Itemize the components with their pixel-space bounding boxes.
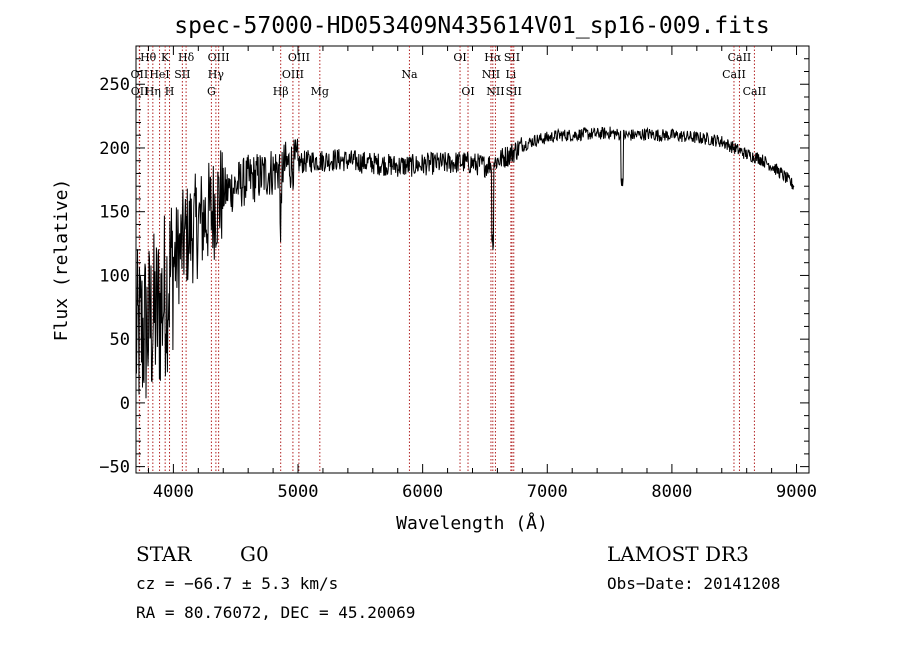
line-marker-label: NII <box>482 68 500 81</box>
observation-date: Obs−Date: 20141208 <box>607 574 780 593</box>
plot-frame <box>135 45 810 474</box>
line-marker-label: SII <box>174 68 190 81</box>
line-marker-label: K <box>161 51 170 64</box>
object-subclass: G0 <box>240 542 269 566</box>
x-tick-label: 6000 <box>402 482 443 502</box>
y-axis: −50 0 50 100 150 200 250 <box>99 45 809 478</box>
line-marker-label: Hδ <box>178 51 195 64</box>
line-marker-label: Hγ <box>208 68 225 81</box>
line-marker-label: OII <box>131 85 149 98</box>
y-axis-label: Flux (relative) <box>51 179 72 342</box>
line-marker-label: Hα <box>484 51 502 64</box>
spectrum-line <box>135 126 795 399</box>
line-marker-label: SII <box>506 85 522 98</box>
coordinates: RA = 80.76072, DEC = 45.20069 <box>136 603 415 622</box>
x-axis-label: Wavelength (Å) <box>396 512 548 534</box>
y-tick-label: 100 <box>99 266 130 286</box>
line-marker-label: OIII <box>208 51 230 64</box>
line-marker-label: Hβ <box>273 85 289 98</box>
line-marker-label: OIII <box>282 68 304 81</box>
chart-title: spec-57000-HD053409N435614V01_sp16-009.f… <box>174 13 769 39</box>
redshift-info: cz = −66.7 ± 5.3 km/s <box>136 574 338 593</box>
line-marker-label: SII <box>504 51 520 64</box>
line-marker-label: Li <box>505 68 516 81</box>
line-marker-label: HeI <box>149 68 169 81</box>
line-marker-label: Hη <box>145 85 161 98</box>
y-tick-label: 200 <box>99 139 130 159</box>
line-marker-label: Mg <box>311 85 329 98</box>
line-marker-label: OI <box>453 51 466 64</box>
line-marker-label: H <box>165 85 175 98</box>
line-marker-label: Na <box>401 68 418 81</box>
x-tick-label: 9000 <box>776 482 817 502</box>
line-marker-label: NII <box>486 85 504 98</box>
survey-name: LAMOST DR3 <box>607 542 749 566</box>
x-tick-label: 8000 <box>651 482 692 502</box>
line-marker-label: Hθ <box>140 51 157 64</box>
x-tick-label: 4000 <box>153 482 194 502</box>
x-tick-label: 7000 <box>527 482 568 502</box>
y-tick-label: 0 <box>120 394 130 414</box>
y-tick-label: 250 <box>99 75 130 95</box>
line-marker-label: CaII <box>743 85 767 98</box>
line-marker-label: OI <box>461 85 474 98</box>
line-marker-label: CaII <box>722 68 746 81</box>
line-marker-label: OIII <box>288 51 310 64</box>
line-marker-label: G <box>207 85 216 98</box>
spectrum-line-group <box>135 126 795 399</box>
y-tick-label: 50 <box>110 330 130 350</box>
y-tick-label: −50 <box>99 458 130 478</box>
object-class: STAR <box>136 542 192 566</box>
x-tick-label: 5000 <box>278 482 319 502</box>
line-marker-label: CaII <box>728 51 752 64</box>
x-axis: 4000 5000 6000 7000 8000 9000 <box>147 46 817 502</box>
y-tick-label: 150 <box>99 203 130 223</box>
